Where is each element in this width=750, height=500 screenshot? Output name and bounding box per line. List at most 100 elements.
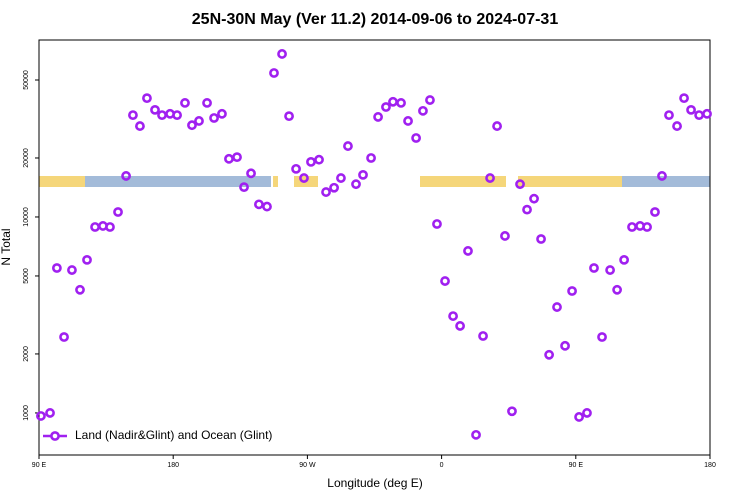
data-point [269,68,279,78]
data-point [113,207,123,217]
data-point [306,156,316,167]
data-point [172,110,182,121]
data-point [358,169,368,180]
ocean-band [622,176,710,187]
data-point [128,110,138,121]
data-point [471,429,481,440]
data-point [672,121,682,131]
data-point [262,201,272,212]
surface-band [39,176,710,187]
data-point [239,182,249,193]
data-point [336,173,346,183]
data-point [232,152,242,163]
data-point [702,108,712,119]
data-point [187,120,197,131]
data-point [650,207,660,217]
data-point [246,168,256,179]
chart-title: 25N-30N May (Ver 11.2) 2014-09-06 to 202… [192,11,559,28]
x-tick-label: 90 E [569,462,584,469]
data-point [536,234,546,244]
data-point [90,222,100,232]
data-point [425,95,435,105]
data-point [121,171,131,181]
data-point [321,187,331,197]
data-point [157,110,167,121]
data-point [679,93,689,104]
data-point [529,193,539,204]
data-point [373,112,383,122]
data-point [403,116,413,126]
data-point [75,284,85,295]
x-tick-label: 90 W [299,462,316,469]
data-point [366,153,376,163]
y-tick-label: 20000 [23,148,30,168]
data-point [627,222,637,232]
data-point [291,163,301,174]
data-point [180,98,190,108]
data-point [224,153,234,164]
data-point [45,408,55,418]
land-band [39,176,85,187]
plot-frame [38,39,711,456]
data-point [299,173,309,183]
data-point [194,116,204,126]
data-point [507,406,517,417]
data-point [597,332,607,342]
data-point [388,96,398,107]
data-point [202,98,212,108]
data-point [574,412,584,422]
data-point [544,349,555,360]
data-point [67,265,77,275]
data-point [82,254,92,265]
data-point [657,171,667,181]
data-point [500,231,510,241]
data-point [552,302,562,312]
data-point [612,284,623,295]
data-point [51,263,62,273]
data-point [485,173,495,183]
data-point [411,133,422,143]
legend-marker [50,431,60,441]
data-point [694,110,705,121]
x-tick-label: 0 [440,462,444,469]
data-point [432,219,442,229]
y-tick-label: 10000 [23,207,30,227]
data-point [448,311,458,321]
data-point [254,199,264,210]
data-point [560,340,570,351]
x-axis-label: Longitude (deg E) [327,476,422,490]
data-point [217,108,227,119]
data-point [455,321,465,331]
data-point [478,331,488,341]
y-tick-label: 2000 [23,346,30,362]
ocean-band [85,176,271,187]
x-tick-label: 90 E [32,462,47,469]
data-point [329,182,339,193]
data-point [418,105,428,116]
data-point [440,276,450,286]
data-point [209,113,219,123]
data-point [59,332,69,342]
data-point [343,141,353,151]
x-tick-label: 180 [704,462,716,469]
data-point [605,265,615,275]
data-point [314,154,324,165]
land-band [518,176,622,187]
data-point [284,111,294,122]
data-point [522,204,532,215]
data-point [277,49,287,59]
data-point [492,121,502,131]
data-point [351,179,361,190]
data-point [135,121,145,131]
data-point [589,263,599,273]
data-point [396,98,406,108]
data-point [381,102,391,112]
legend-label: Land (Nadir&Glint) and Ocean (Glint) [75,428,272,442]
y-tick-label: 1000 [23,405,30,421]
data-point [142,93,152,104]
data-point [664,110,674,121]
data-point [642,222,652,232]
data-point [105,222,115,232]
data-point [36,411,46,421]
